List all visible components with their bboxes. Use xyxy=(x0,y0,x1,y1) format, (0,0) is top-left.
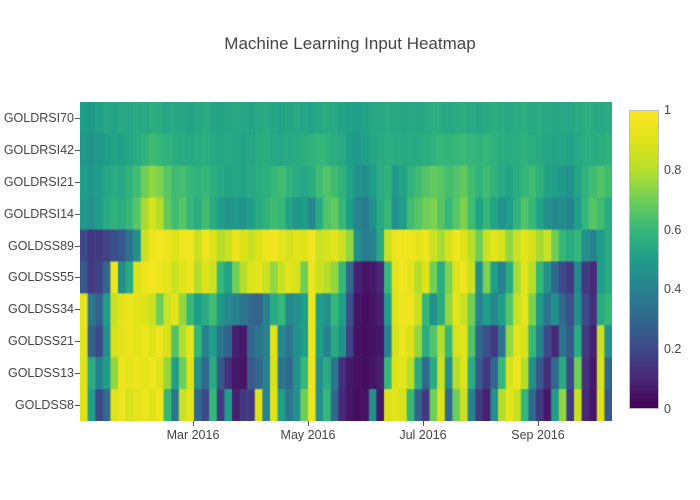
y-tick-mark xyxy=(75,309,80,311)
colorbar-tick-label: 0.4 xyxy=(664,282,682,297)
y-tick-mark xyxy=(75,117,80,119)
colorbar xyxy=(629,110,659,409)
y-tick-mark xyxy=(75,181,80,183)
heatmap-canvas[interactable] xyxy=(80,102,612,421)
x-tick-mark xyxy=(308,421,309,426)
y-tick-mark xyxy=(75,373,80,375)
colorbar-tick-label: 0.6 xyxy=(664,222,682,237)
x-tick-label: Mar 2016 xyxy=(166,428,220,442)
y-tick-label: GOLDSS8 xyxy=(14,398,74,413)
x-tick-label: May 2016 xyxy=(280,428,336,442)
y-tick-label: GOLDSS34 xyxy=(7,302,74,317)
y-tick-label: GOLDRSI21 xyxy=(3,174,74,189)
y-tick-mark xyxy=(75,341,80,343)
y-tick-label: GOLDRSI70 xyxy=(3,110,74,125)
y-tick-mark xyxy=(75,213,80,215)
y-tick-label: GOLDSS55 xyxy=(7,270,74,285)
colorbar-tick-label: 1 xyxy=(664,103,671,117)
x-tick-mark xyxy=(538,421,539,426)
x-tick-label: Jul 2016 xyxy=(399,428,447,442)
x-tick-mark xyxy=(423,421,424,426)
y-tick-mark xyxy=(75,245,80,247)
chart-title: Machine Learning Input Heatmap xyxy=(224,34,476,53)
x-tick-label: Sep 2016 xyxy=(511,428,565,442)
y-tick-mark xyxy=(75,149,80,151)
y-tick-label: GOLDRSI42 xyxy=(3,142,74,157)
y-tick-label: GOLDSS89 xyxy=(7,238,74,253)
colorbar-tick-label: 0.8 xyxy=(664,162,682,177)
y-tick-label: GOLDRSI14 xyxy=(3,206,74,221)
colorbar-tick-label: 0 xyxy=(664,402,671,416)
y-tick-mark xyxy=(75,277,80,279)
y-tick-label: GOLDSS13 xyxy=(7,366,74,381)
colorbar-tick-label: 0.2 xyxy=(664,342,682,357)
y-tick-label: GOLDSS21 xyxy=(7,334,74,349)
y-tick-mark xyxy=(75,405,80,407)
x-tick-mark xyxy=(193,421,194,426)
